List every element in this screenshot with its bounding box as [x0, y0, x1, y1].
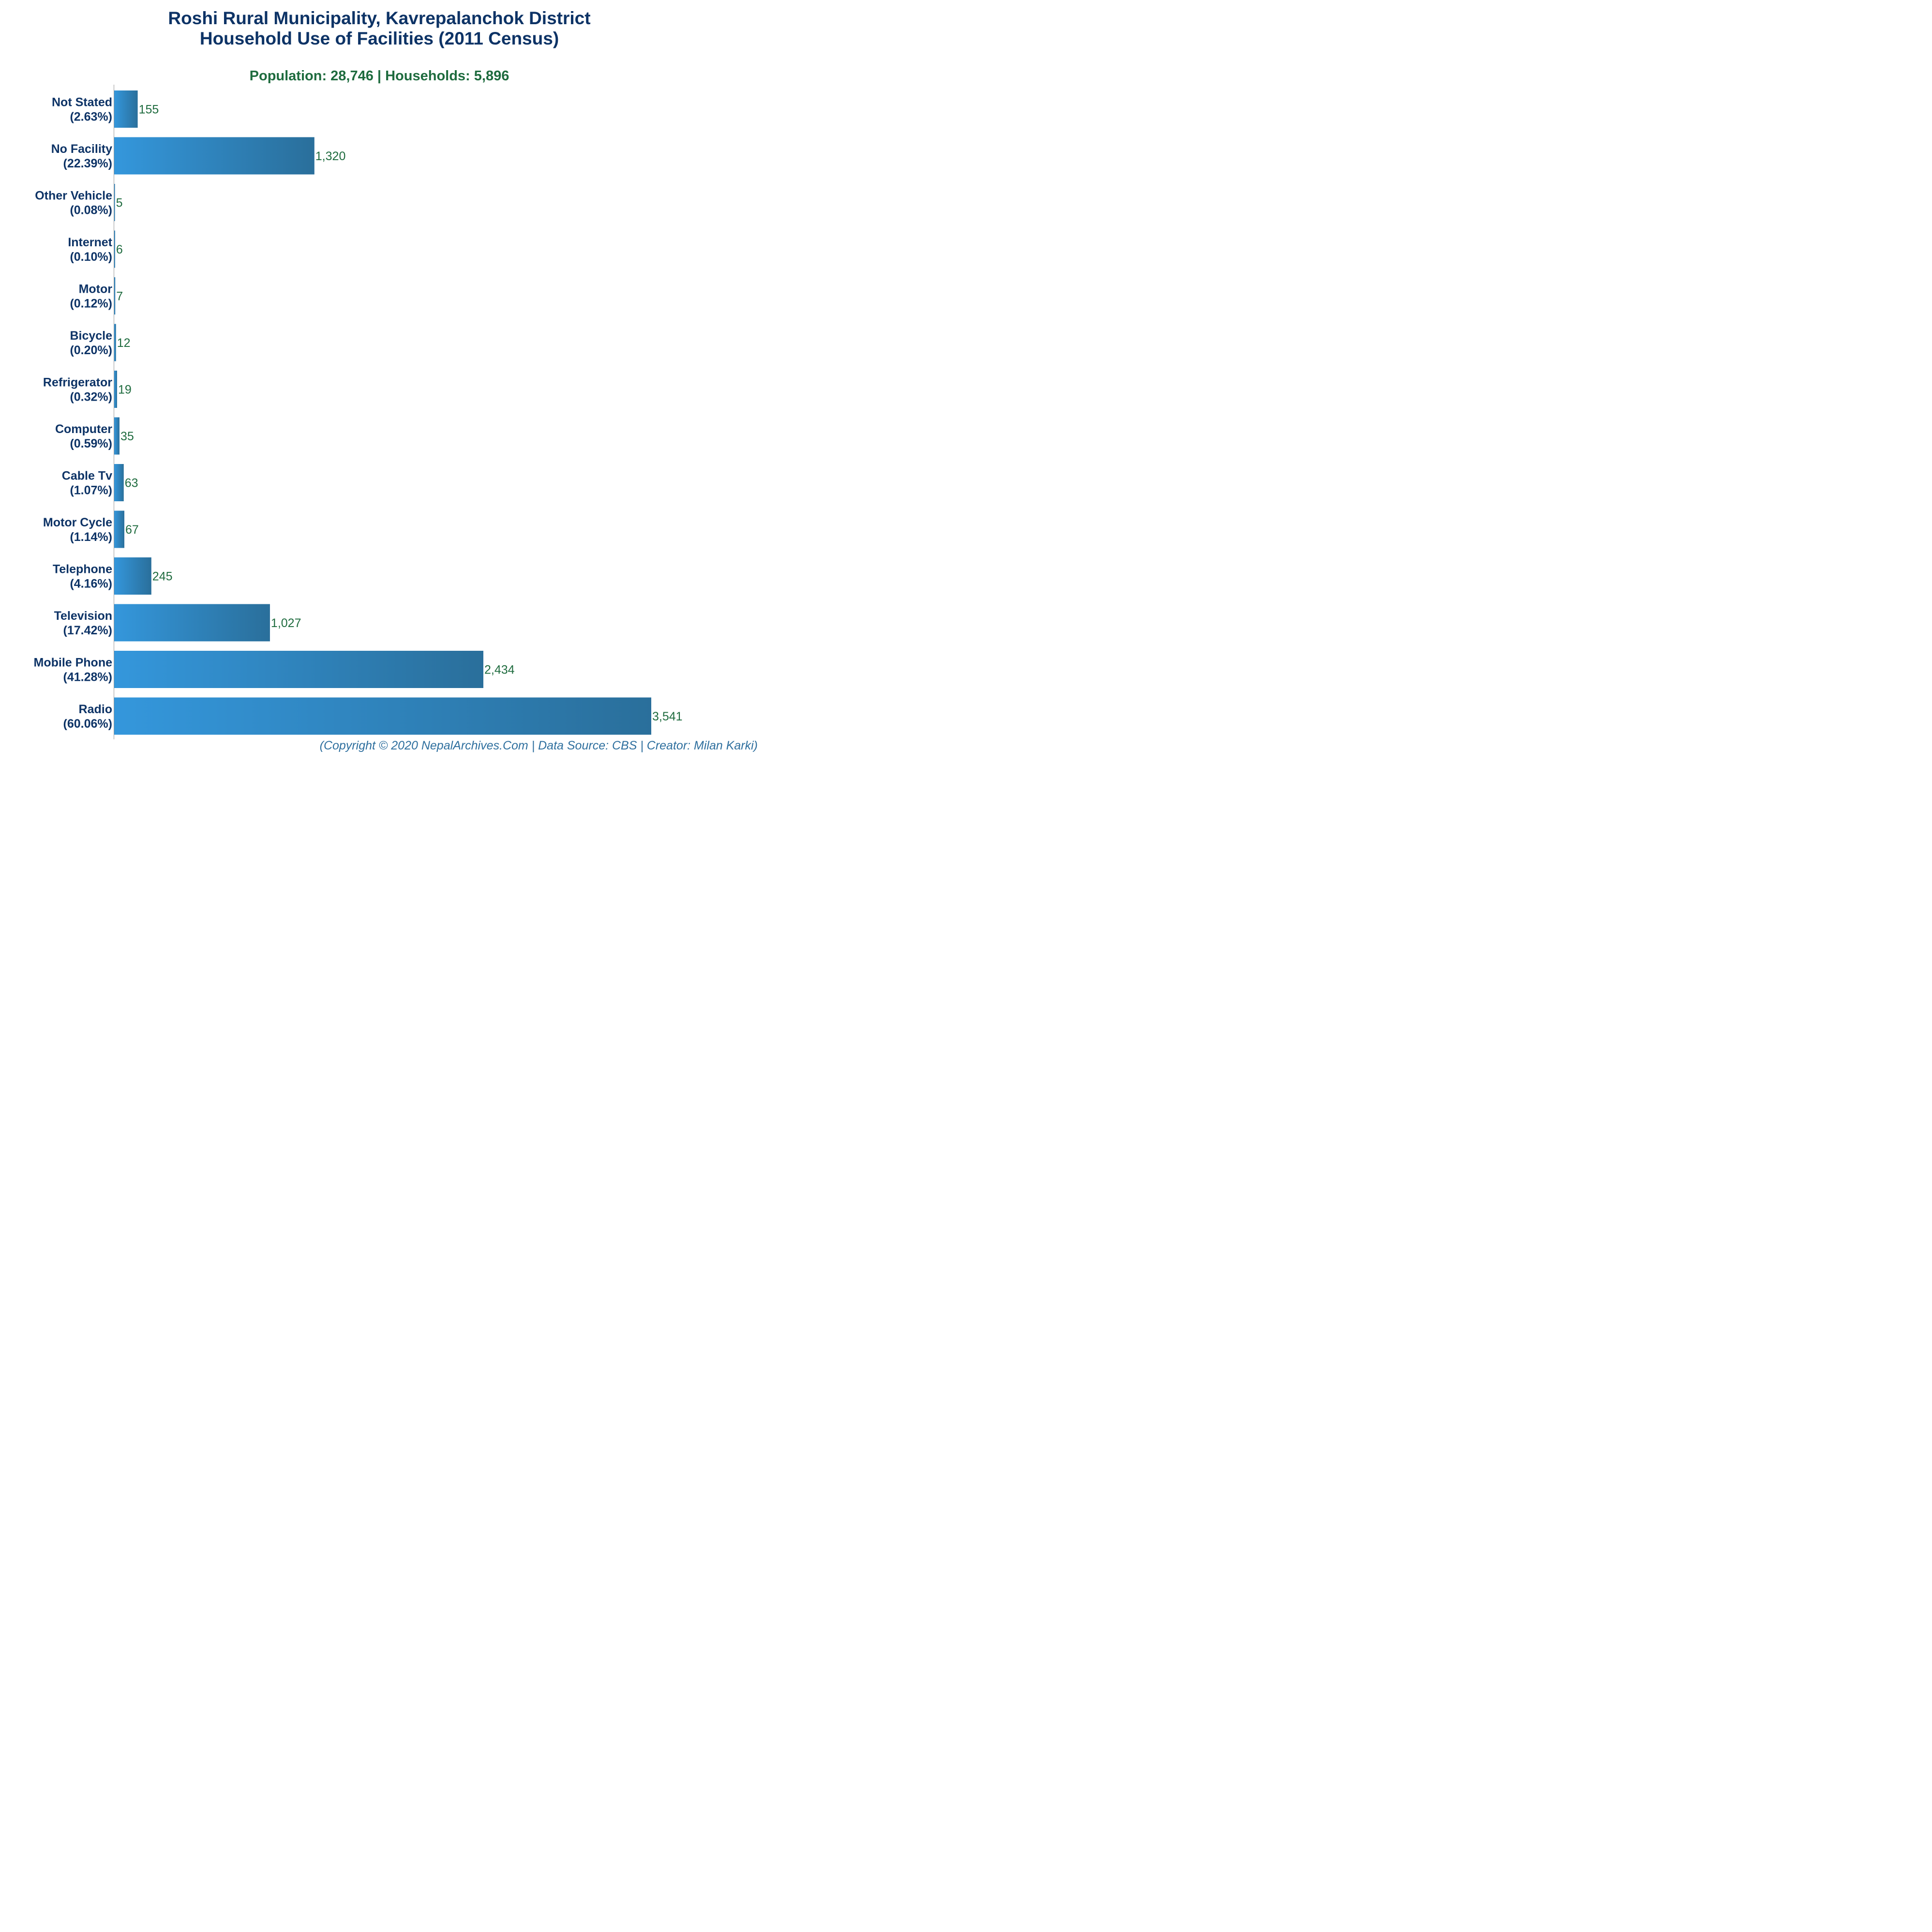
category-label-computer: Computer (0.59%) — [55, 422, 112, 450]
category-name: Internet — [68, 236, 112, 249]
category-percent: (1.07%) — [70, 484, 112, 497]
chart-title: Roshi Rural Municipality, Kavrepalanchok… — [168, 8, 590, 28]
category-percent: (60.06%) — [63, 717, 112, 731]
category-name: Telephone — [53, 563, 112, 576]
category-percent: (0.32%) — [70, 390, 112, 404]
value-label-computer: 35 — [120, 430, 134, 443]
value-label-radio: 3,541 — [652, 710, 683, 723]
category-percent: (0.10%) — [70, 250, 112, 264]
category-labels-group: Not Stated (2.63%) No Facility (22.39%) Othe… — [34, 96, 113, 731]
category-name: Mobile Phone — [34, 656, 113, 670]
chart-container: Roshi Rural Municipality, Kavrepalanchok… — [0, 0, 759, 759]
value-label-no-facility: 1,320 — [315, 150, 346, 163]
category-percent: (4.16%) — [70, 577, 112, 591]
chart-subtitle: Population: 28,746 | Households: 5,896 — [250, 68, 509, 84]
category-name: Refrigerator — [43, 376, 112, 389]
category-name: Computer — [55, 422, 112, 436]
bar-motor — [114, 277, 116, 315]
value-label-not-stated: 155 — [139, 103, 159, 117]
value-label-cable-tv: 63 — [125, 477, 138, 490]
bar-refrigerator — [114, 371, 117, 408]
footer-credit: (Copyright © 2020 NepalArchives.Com | Da… — [320, 739, 758, 752]
category-label-not-stated: Not Stated (2.63%) — [52, 96, 112, 124]
value-label-internet: 6 — [116, 243, 123, 256]
category-label-motor-cycle: Motor Cycle (1.14%) — [43, 516, 112, 544]
category-label-television: Television (17.42%) — [54, 609, 112, 637]
bar-cable-tv — [114, 464, 124, 501]
value-label-mobile-phone: 2,434 — [484, 663, 515, 677]
bar-motor-cycle — [114, 510, 125, 548]
category-label-other-vehicle: Other Vehicle (0.08%) — [35, 189, 112, 217]
bar-telephone — [114, 557, 151, 595]
category-label-internet: Internet (0.10%) — [68, 236, 112, 264]
category-percent: (0.20%) — [70, 344, 112, 357]
category-percent: (41.28%) — [63, 671, 112, 684]
category-label-cable-tv: Cable Tv (1.07%) — [62, 469, 112, 497]
category-name: No Facility — [51, 142, 113, 156]
category-name: Motor — [79, 283, 113, 296]
category-label-motor: Motor (0.12%) — [70, 283, 112, 311]
bar-internet — [114, 230, 115, 268]
category-name: Motor Cycle — [43, 516, 112, 529]
category-name: Bicycle — [70, 329, 112, 343]
bar-chart: Roshi Rural Municipality, Kavrepalanchok… — [34, 8, 758, 752]
value-label-television: 1,027 — [271, 616, 301, 630]
category-percent: (0.12%) — [70, 297, 112, 311]
category-percent: (22.39%) — [63, 157, 112, 170]
bar-not-stated — [114, 90, 138, 128]
bar-other-vehicle — [114, 184, 115, 221]
bar-computer — [114, 417, 120, 455]
value-label-bicycle: 12 — [117, 336, 131, 350]
category-percent: (0.59%) — [70, 437, 112, 450]
category-label-radio: Radio (60.06%) — [63, 703, 112, 731]
bar-mobile-phone — [114, 651, 483, 688]
category-percent: (17.42%) — [63, 624, 112, 637]
value-label-motor: 7 — [116, 290, 123, 303]
category-label-mobile-phone: Mobile Phone (41.28%) — [34, 656, 113, 684]
bar-bicycle — [114, 324, 116, 361]
value-label-motor-cycle: 67 — [125, 523, 139, 537]
category-label-bicycle: Bicycle (0.20%) — [70, 329, 112, 357]
value-label-telephone: 245 — [152, 570, 173, 584]
value-label-other-vehicle: 5 — [116, 196, 123, 210]
category-name: Radio — [79, 703, 112, 716]
chart-title-line-2: Household Use of Facilities (2011 Census… — [200, 29, 559, 48]
category-percent: (1.14%) — [70, 530, 112, 544]
bar-no-facility — [114, 137, 315, 175]
bars-group — [114, 90, 651, 735]
category-name: Cable Tv — [62, 469, 112, 483]
category-label-telephone: Telephone (4.16%) — [53, 563, 112, 591]
category-label-refrigerator: Refrigerator (0.32%) — [43, 376, 112, 404]
bar-radio — [114, 697, 651, 735]
category-percent: (2.63%) — [70, 110, 112, 124]
bar-television — [114, 604, 270, 642]
category-name: Other Vehicle — [35, 189, 112, 203]
category-name: Television — [54, 609, 112, 623]
category-label-no-facility: No Facility (22.39%) — [51, 142, 113, 170]
value-label-refrigerator: 19 — [118, 383, 132, 397]
category-percent: (0.08%) — [70, 204, 112, 217]
category-name: Not Stated — [52, 96, 112, 109]
